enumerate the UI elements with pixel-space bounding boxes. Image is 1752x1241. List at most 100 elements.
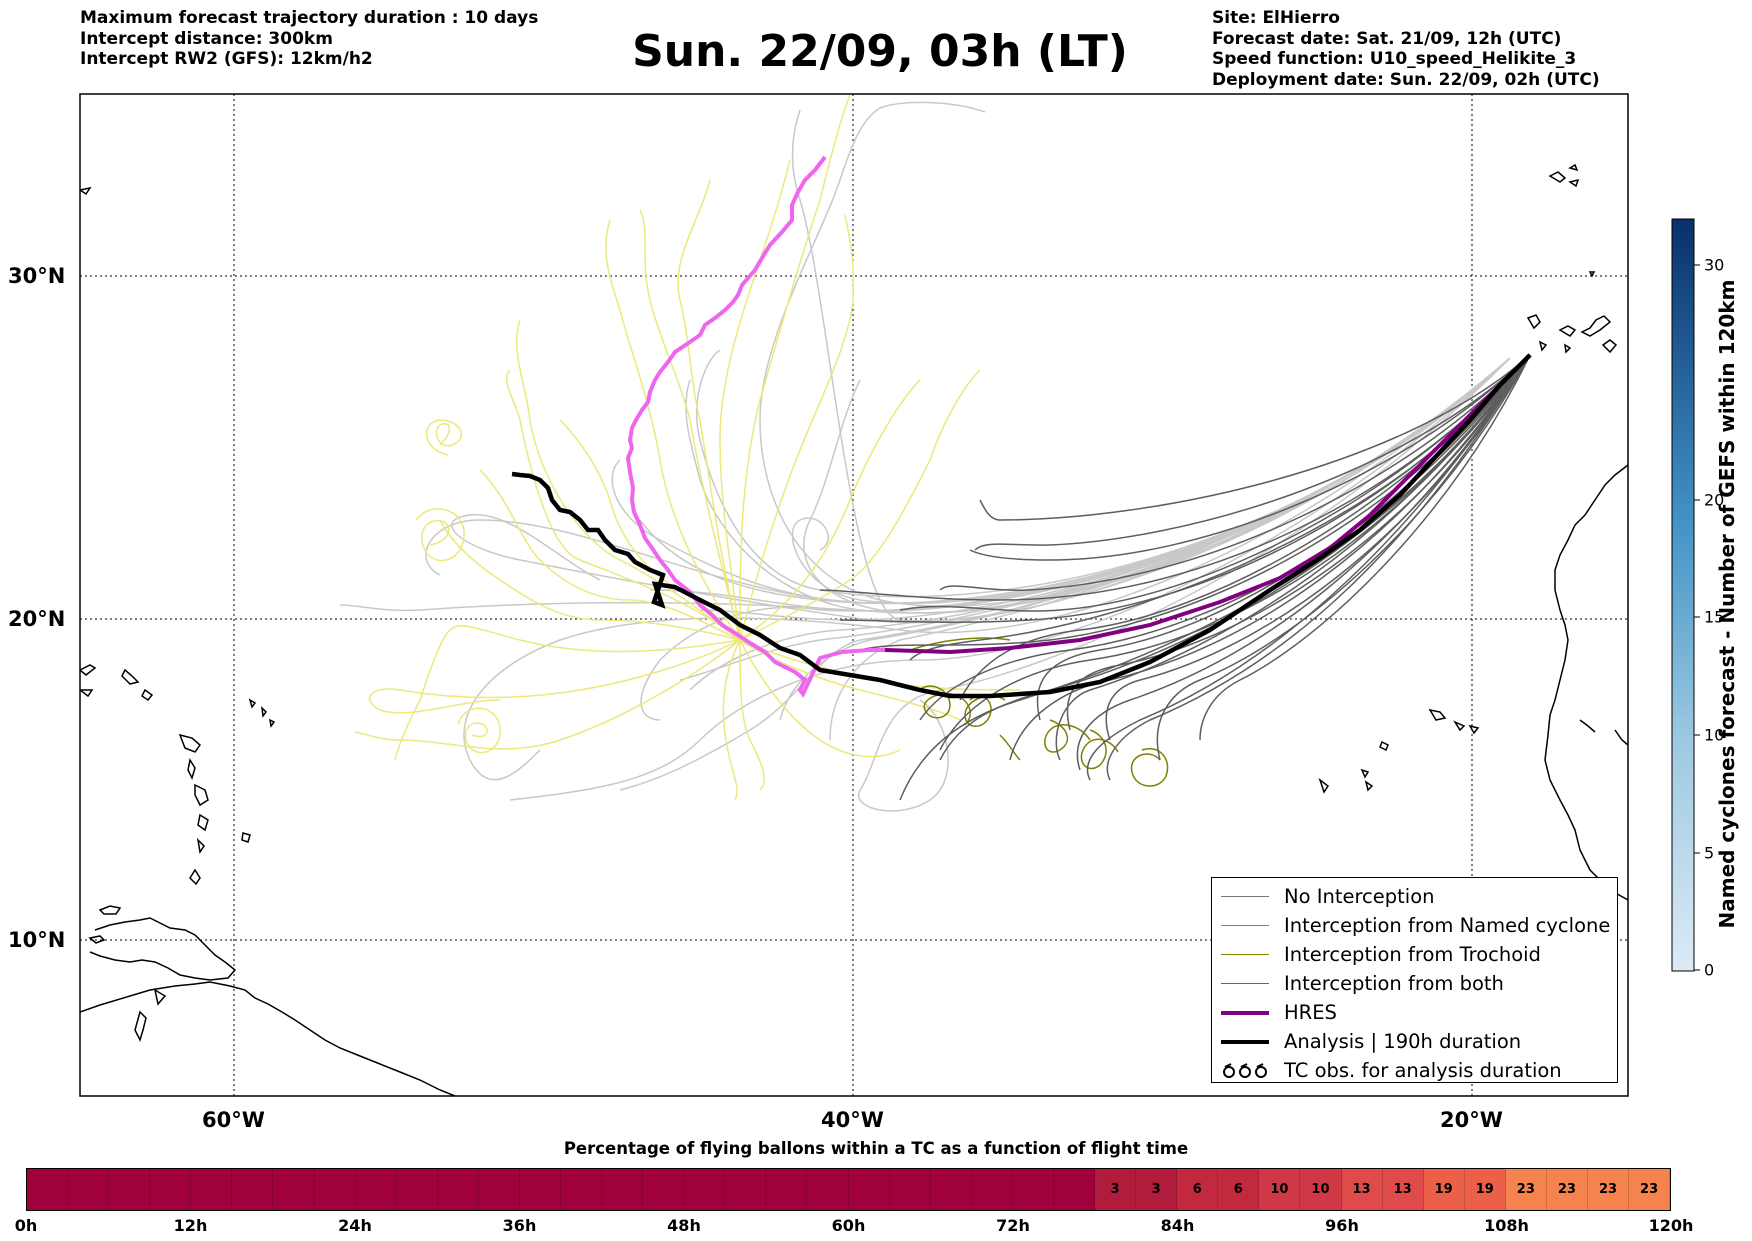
time-bar-tick-label: 120h xyxy=(1648,1216,1694,1235)
time-bar-tick-label: 72h xyxy=(996,1216,1030,1235)
time-bar-tick-label: 108h xyxy=(1484,1216,1529,1235)
time-bar-cell xyxy=(150,1169,192,1210)
time-bar-cell xyxy=(273,1169,315,1210)
time-bar-cell xyxy=(68,1169,110,1210)
gefs-trajectories-dark xyxy=(819,354,1531,801)
legend-label: Interception from both xyxy=(1284,972,1504,995)
colorbar xyxy=(1671,218,1695,972)
time-bar-cell: 23 xyxy=(1587,1169,1630,1210)
time-bar-cell xyxy=(725,1169,767,1210)
time-bar-cell xyxy=(437,1169,479,1210)
time-bar-cell xyxy=(766,1169,808,1210)
time-bar-cell: 6 xyxy=(1218,1169,1260,1210)
time-bar-cell xyxy=(684,1169,726,1210)
hres-trajectory xyxy=(884,353,1532,655)
header-line: Intercept RW2 (GFS): 12km/h2 xyxy=(80,49,373,69)
colorbar-tick-label: 20 xyxy=(1704,490,1725,510)
time-bar-cell xyxy=(478,1169,520,1210)
time-bar-cell xyxy=(930,1169,972,1210)
legend-label: TC obs. for analysis duration xyxy=(1284,1059,1562,1082)
coastlines xyxy=(80,163,1628,1096)
legend-item: No Interception xyxy=(1212,882,1617,911)
time-percentage-bar: 3 3 6 6 10 10 13 13 19 19 23 23 23 23 xyxy=(26,1168,1671,1211)
page-title: Sun. 22/09, 03h (LT) xyxy=(632,26,1128,77)
time-bar-cell: 23 xyxy=(1629,1169,1671,1210)
colorbar-label: Named cyclones forecast - Number of GEFS… xyxy=(1715,279,1739,929)
time-bar-cell xyxy=(889,1169,931,1210)
colorbar-tick-label: 0 xyxy=(1704,960,1715,980)
time-bar-cell: 23 xyxy=(1505,1169,1547,1210)
time-bar-tick-label: 48h xyxy=(667,1216,701,1235)
colorbar-tick-label: 15 xyxy=(1704,607,1725,627)
time-bar-cell xyxy=(602,1169,644,1210)
legend-label: HRES xyxy=(1284,1001,1337,1024)
legend-label: No Interception xyxy=(1284,885,1435,908)
time-bar-cell xyxy=(355,1169,397,1210)
header-line: Deployment date: Sun. 22/09, 02h (UTC) xyxy=(1212,69,1600,90)
time-bar-tick-label: 96h xyxy=(1325,1216,1359,1235)
time-bar-title: Percentage of flying ballons within a TC… xyxy=(563,1139,1189,1158)
time-bar-cell: 3 xyxy=(1136,1169,1178,1210)
time-bar-cell: 23 xyxy=(1546,1169,1588,1210)
time-bar-tick-label: 0h xyxy=(14,1216,38,1235)
time-bar-cell xyxy=(848,1169,890,1210)
colorbar-ticks xyxy=(1694,264,1700,971)
legend-item: TC obs. for analysis duration xyxy=(1212,1056,1617,1085)
legend-item: Analysis | 190h duration xyxy=(1212,1027,1617,1056)
header-line: Forecast date: Sat. 21/09, 12h (UTC) xyxy=(1212,28,1562,49)
legend-item: Interception from both xyxy=(1212,969,1617,998)
header-line: Site: ElHierro xyxy=(1212,8,1340,28)
time-bar-cell: 6 xyxy=(1177,1169,1219,1210)
time-bar-cell: 19 xyxy=(1423,1169,1465,1210)
time-bar-cell xyxy=(971,1169,1013,1210)
time-bar-tick-label: 36h xyxy=(502,1216,537,1235)
time-bar-cell xyxy=(314,1169,356,1210)
time-bar-cell xyxy=(232,1169,274,1210)
map-frame xyxy=(79,93,1629,1097)
map-legend: No Interception Interception from Named … xyxy=(1211,877,1618,1083)
header-info-right: Site: ElHierro Forecast date: Sat. 21/09… xyxy=(1212,8,1600,90)
time-bar-cell xyxy=(643,1169,685,1210)
header-line: Maximum forecast trajectory duration : 1… xyxy=(80,8,539,28)
time-bar-tick-label: 24h xyxy=(338,1216,372,1235)
gefs-trajectories-yellow xyxy=(354,94,1021,801)
legend-item: HRES xyxy=(1212,998,1617,1027)
lat-label: 20°N xyxy=(8,607,66,631)
time-bar-cell xyxy=(1053,1169,1096,1210)
time-bar-cell xyxy=(519,1169,562,1210)
legend-label: Interception from Trochoid xyxy=(1284,943,1541,966)
lat-label: 10°N xyxy=(8,928,66,952)
time-bar-cell xyxy=(807,1169,849,1210)
time-bar-cell xyxy=(191,1169,233,1210)
time-bar-cell: 10 xyxy=(1259,1169,1301,1210)
colorbar-tick-label: 30 xyxy=(1704,255,1725,275)
lon-label: 60°W xyxy=(202,1108,265,1132)
header-line: Intercept distance: 300km xyxy=(80,28,333,49)
time-bar-tick-label: 12h xyxy=(173,1216,208,1235)
header-info-left: Maximum forecast trajectory duration : 1… xyxy=(80,8,538,70)
time-bar-cell xyxy=(396,1169,438,1210)
legend-item: Interception from Trochoid xyxy=(1212,940,1617,969)
colorbar-tick-label: 10 xyxy=(1704,725,1725,745)
colorbar-tick-label: 5 xyxy=(1704,843,1715,863)
header-line: Speed function: U10_speed_Helikite_3 xyxy=(1212,49,1577,69)
time-bar-tick-label: 60h xyxy=(831,1216,866,1235)
tc-obs-icon xyxy=(1223,1062,1267,1078)
legend-label: Interception from Named cyclone xyxy=(1284,914,1611,937)
time-bar-cell: 13 xyxy=(1341,1169,1383,1210)
legend-item: Interception from Named cyclone xyxy=(1212,911,1617,940)
time-bar-cell: 10 xyxy=(1300,1169,1342,1210)
time-bar-cell: 13 xyxy=(1382,1169,1424,1210)
hres-trajectory-light xyxy=(625,155,885,698)
time-bar-cell xyxy=(561,1169,603,1210)
analysis-trajectory xyxy=(511,353,1532,699)
lon-label: 40°W xyxy=(821,1108,884,1132)
time-bar-cell: 19 xyxy=(1464,1169,1506,1210)
time-bar-cell xyxy=(27,1169,69,1210)
time-bar-cell: 3 xyxy=(1095,1169,1137,1210)
legend-label: Analysis | 190h duration xyxy=(1284,1030,1522,1053)
lat-label: 30°N xyxy=(8,264,66,288)
time-bar-cell xyxy=(1012,1169,1054,1210)
lon-label: 20°W xyxy=(1440,1108,1503,1132)
time-bar-tick-label: 84h xyxy=(1160,1216,1195,1235)
